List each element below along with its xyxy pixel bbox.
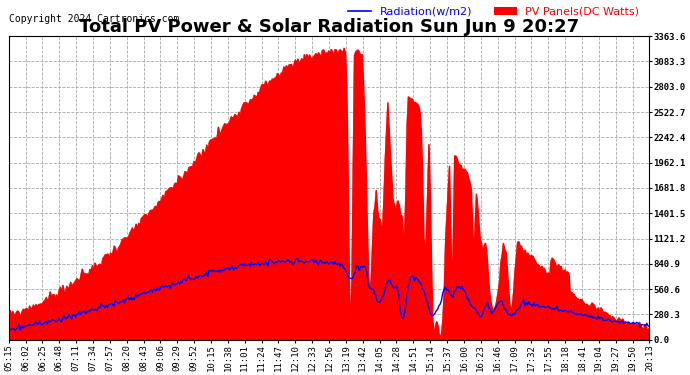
Title: Total PV Power & Solar Radiation Sun Jun 9 20:27: Total PV Power & Solar Radiation Sun Jun…	[79, 18, 579, 36]
Legend: Radiation(w/m2), PV Panels(DC Watts): Radiation(w/m2), PV Panels(DC Watts)	[344, 2, 644, 21]
Text: Copyright 2024 Cartronics.com: Copyright 2024 Cartronics.com	[9, 14, 179, 24]
